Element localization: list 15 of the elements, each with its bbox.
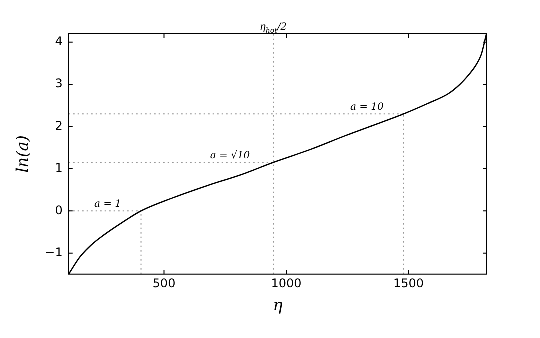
- line-series: [68, 34, 487, 274]
- y-tick-label: 1: [55, 161, 63, 176]
- y-tick-label: −1: [45, 245, 63, 260]
- x-tick-label: 1500: [393, 276, 424, 291]
- y-tick-label: 4: [55, 34, 63, 49]
- y-axis-title: ln(a): [12, 135, 32, 173]
- x-axis-title: η: [273, 296, 284, 315]
- y-tick-label: 0: [55, 203, 63, 218]
- annotation: a = 10: [350, 102, 385, 114]
- x-tick-label: 500: [152, 276, 176, 291]
- y-tick-label: 3: [55, 76, 63, 91]
- x-tick-label: 1000: [271, 276, 302, 291]
- annotation: a = 1: [94, 199, 122, 210]
- annotation: a = √10: [210, 150, 251, 162]
- y-tick-label: 2: [55, 118, 63, 133]
